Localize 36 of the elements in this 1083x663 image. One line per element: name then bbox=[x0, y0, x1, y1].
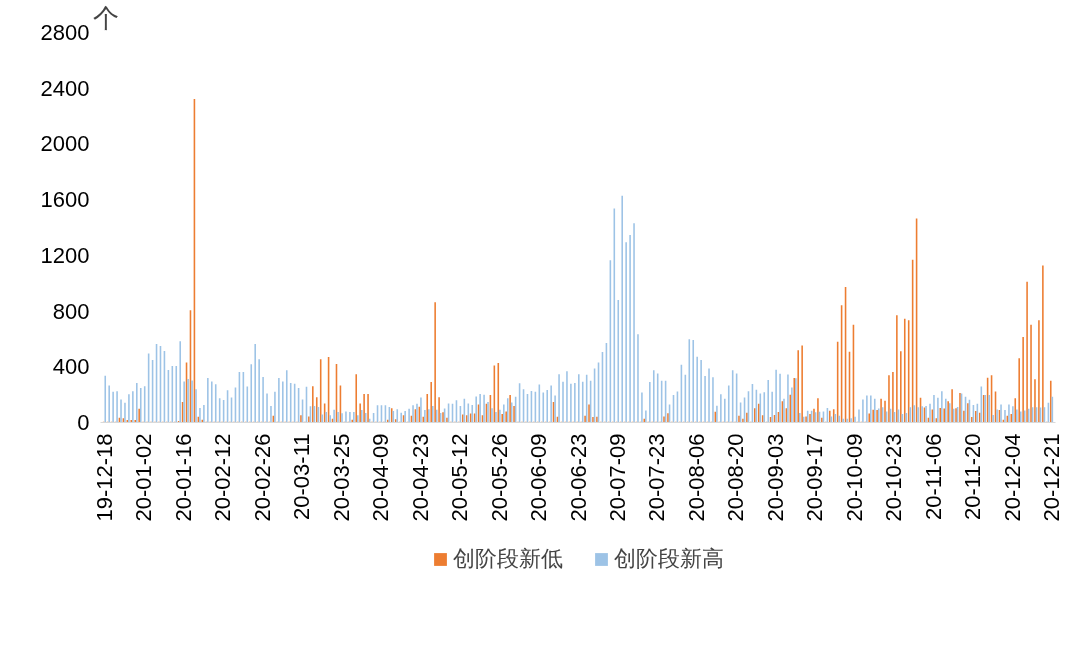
y-tick-label: 2000 bbox=[40, 131, 90, 157]
x-tick-label: 20-12-21 bbox=[1039, 433, 1065, 522]
x-tick-label: 20-03-25 bbox=[328, 433, 354, 522]
y-tick-label: 800 bbox=[52, 298, 90, 324]
x-tick-label: 20-04-23 bbox=[407, 433, 433, 522]
x-tick-label: 20-11-20 bbox=[960, 433, 986, 520]
x-tick-label: 20-08-20 bbox=[723, 433, 749, 522]
x-tick-label: 20-09-03 bbox=[762, 433, 788, 522]
x-tick-label: 20-11-06 bbox=[920, 433, 946, 520]
x-tick-label: 20-10-09 bbox=[841, 433, 867, 522]
y-axis-title: 个 bbox=[92, 2, 119, 33]
x-tick-label: 19-12-18 bbox=[91, 433, 117, 522]
x-tick-label: 20-07-09 bbox=[604, 433, 630, 522]
x-tick-label: 20-09-17 bbox=[802, 433, 828, 522]
x-tick-label: 20-06-23 bbox=[565, 433, 591, 522]
y-tick-label: 2400 bbox=[40, 75, 90, 101]
y-tick-label: 1600 bbox=[40, 187, 90, 213]
x-tick-label: 20-04-09 bbox=[368, 433, 394, 522]
x-tick-label: 20-01-16 bbox=[170, 433, 196, 522]
x-tick-label: 20-03-11 bbox=[289, 433, 315, 520]
x-tick-label: 20-02-12 bbox=[210, 433, 236, 522]
x-tick-label: 20-10-23 bbox=[881, 433, 907, 522]
legend-label: 创阶段新低 bbox=[452, 545, 563, 573]
y-tick-label: 0 bbox=[77, 410, 90, 435]
y-tick-label: 1200 bbox=[40, 242, 90, 268]
x-tick-label: 20-07-23 bbox=[644, 433, 670, 522]
x-tick-label: 20-06-09 bbox=[526, 433, 552, 522]
x-tick-label: 20-08-06 bbox=[683, 433, 709, 522]
x-tick-label: 20-05-12 bbox=[447, 433, 473, 522]
legend-label: 创阶段新高 bbox=[613, 545, 724, 573]
x-tick-label: 20-12-04 bbox=[999, 433, 1025, 522]
y-tick-label: 2800 bbox=[40, 20, 90, 45]
x-tick-label: 20-01-02 bbox=[131, 433, 157, 522]
x-tick-label: 20-05-26 bbox=[486, 433, 512, 522]
x-tick-label: 20-02-26 bbox=[249, 433, 275, 522]
y-tick-label: 400 bbox=[52, 354, 90, 380]
